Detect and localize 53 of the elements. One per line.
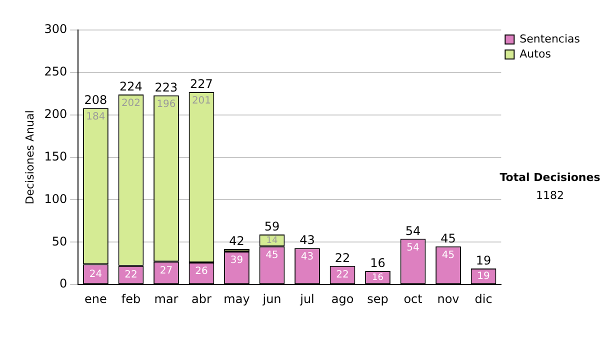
total-label: 208	[84, 93, 108, 108]
data-label: 196	[156, 98, 176, 110]
total-label: 59	[264, 220, 280, 234]
total-label: 19	[476, 254, 492, 268]
data-label: 22	[124, 270, 138, 281]
total-label: 22	[334, 251, 350, 266]
data-label: 184	[86, 112, 106, 123]
y-tick-label: 100	[44, 192, 68, 206]
total-label: 45	[440, 232, 456, 246]
data-label: 45	[442, 250, 455, 262]
x-tick-label: sep	[367, 292, 388, 306]
data-label: 202	[121, 98, 141, 110]
text: 1182	[536, 188, 564, 202]
data-label: 26	[195, 266, 208, 278]
y-tick-label: 50	[52, 234, 68, 248]
x-tick-label: jul	[299, 292, 314, 306]
y-tick-label: 300	[44, 22, 68, 36]
data-label: 19	[477, 270, 490, 282]
data-label: 24	[89, 268, 102, 280]
data-label: 27	[160, 265, 173, 276]
x-tick-label: ene	[84, 292, 107, 306]
data-label: 45	[266, 250, 278, 262]
data-label: 43	[300, 252, 314, 263]
x-tick-label: nov	[437, 292, 460, 306]
y-tick-label: 200	[44, 106, 68, 121]
x-tick-label: mar	[154, 292, 178, 306]
data-label: 54	[406, 242, 420, 254]
data-label: 39	[230, 255, 244, 266]
data-label: 22	[336, 270, 349, 281]
y-tick-label: 150	[44, 149, 68, 164]
legend-label: Sentencias	[520, 32, 580, 46]
data-label: 16	[372, 272, 384, 283]
y-tick-label: 250	[44, 64, 68, 79]
x-tick-label: dic	[474, 292, 492, 306]
x-tick-label: oct	[404, 292, 423, 306]
x-tick-label: may	[224, 292, 250, 306]
total-label: 223	[154, 80, 178, 94]
x-tick-label: feb	[121, 292, 141, 306]
x-tick-label: jun	[262, 292, 282, 306]
total-label: 43	[300, 233, 315, 248]
x-tick-label: ago	[331, 292, 354, 306]
total-label: 42	[229, 234, 244, 248]
legend-label: Autos	[520, 47, 552, 60]
total-label: 224	[120, 80, 142, 94]
total-label: 16	[370, 256, 386, 270]
total-label: 54	[405, 224, 421, 238]
y-tick-label: 0	[59, 276, 68, 291]
total-label: 227	[190, 77, 213, 92]
y-axis-title: Decisiones Anual	[23, 110, 36, 204]
data-label: 201	[192, 96, 212, 107]
data-label: 14	[266, 236, 278, 246]
annotation: Total Decisiones	[500, 170, 600, 184]
x-tick-label: abr	[192, 292, 212, 306]
